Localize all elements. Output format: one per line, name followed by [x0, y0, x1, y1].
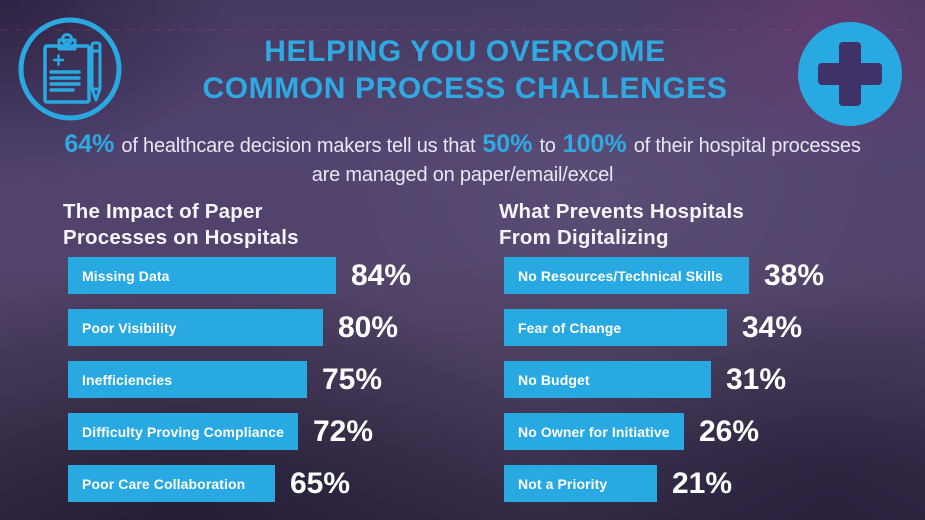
bar-label: No Resources/Technical Skills	[518, 267, 723, 284]
bar-row: Poor Care Collaboration 65%	[68, 465, 495, 502]
bar-row: No Owner for Initiative 26%	[504, 413, 925, 450]
bar: Fear of Change	[504, 309, 727, 346]
bar-label: Missing Data	[82, 267, 170, 284]
bar-label: Poor Care Collaboration	[82, 475, 246, 492]
chart-paper-impact: The Impact of Paper Processes on Hospita…	[63, 199, 495, 517]
bar: Not a Priority	[504, 465, 657, 502]
bar-label: No Owner for Initiative	[518, 423, 670, 440]
bar-row: Not a Priority 21%	[504, 465, 925, 502]
bar: Missing Data	[68, 257, 336, 294]
page-title-line2: COMMON PROCESS CHALLENGES	[202, 72, 728, 105]
bar-value: 34%	[742, 310, 803, 344]
page-title-line1: HELPING YOU OVERCOME	[264, 35, 666, 68]
bar-label: Difficulty Proving Compliance	[82, 423, 285, 440]
intro-stat-50: 50%	[482, 130, 533, 158]
bar: Difficulty Proving Compliance	[68, 413, 298, 450]
bar-value: 31%	[726, 362, 787, 396]
bar-list-left: Missing Data 84% Poor Visibility 80% Ineffic…	[63, 257, 495, 502]
intro-text-1: of healthcare decision makers tell us th…	[121, 135, 476, 157]
bar-row: No Budget 31%	[504, 361, 925, 398]
bar-value: 26%	[699, 414, 760, 448]
intro-stat-100: 100%	[562, 130, 627, 158]
intro-text-3: of their hospital processes are managed …	[311, 135, 861, 186]
bar-row: Difficulty Proving Compliance 72%	[68, 413, 495, 450]
background-seam-line	[0, 29, 925, 31]
intro-statement: 64% of healthcare decision makers tell us…	[0, 130, 925, 190]
bar-label: Poor Visibility	[82, 319, 177, 336]
bar-value: 80%	[338, 310, 399, 344]
bar: Poor Visibility	[68, 309, 323, 346]
chart-title-right: What Prevents Hospitals From Digitalizin…	[499, 199, 925, 251]
medical-cross-icon	[798, 22, 902, 126]
bar-row: No Resources/Technical Skills 38%	[504, 257, 925, 294]
chart-title-right-line1: What Prevents Hospitals	[499, 200, 744, 223]
bar-value: 84%	[351, 258, 412, 292]
bar: No Budget	[504, 361, 711, 398]
chart-title-right-line2: From Digitalizing	[499, 226, 669, 249]
bar: Inefficiencies	[68, 361, 307, 398]
bar-label: Inefficiencies	[82, 371, 173, 388]
bar: Poor Care Collaboration	[68, 465, 275, 502]
chart-title-left-line1: The Impact of Paper	[63, 200, 263, 223]
page-title: HELPING YOU OVERCOME COMMON PROCESS CHAL…	[150, 33, 780, 107]
bar-list-right: No Resources/Technical Skills 38% Fear of …	[499, 257, 925, 502]
chart-title-left-line2: Processes on Hospitals	[63, 226, 299, 249]
bar-row: Inefficiencies 75%	[68, 361, 495, 398]
clipboard-pen-icon	[16, 15, 124, 123]
intro-stat-64: 64%	[64, 130, 115, 158]
bar: No Resources/Technical Skills	[504, 257, 749, 294]
bar-label: Not a Priority	[518, 475, 608, 492]
bar-value: 38%	[764, 258, 825, 292]
bar-row: Missing Data 84%	[68, 257, 495, 294]
bar-value: 65%	[290, 466, 351, 500]
bar-row: Fear of Change 34%	[504, 309, 925, 346]
bar: No Owner for Initiative	[504, 413, 684, 450]
bar-value: 21%	[672, 466, 733, 500]
chart-digitalization-blockers: What Prevents Hospitals From Digitalizin…	[499, 199, 925, 517]
intro-text-2: to	[539, 135, 556, 157]
bar-label: No Budget	[518, 371, 590, 388]
bar-row: Poor Visibility 80%	[68, 309, 495, 346]
chart-title-left: The Impact of Paper Processes on Hospita…	[63, 199, 495, 251]
bar-value: 75%	[322, 362, 383, 396]
bar-label: Fear of Change	[518, 319, 622, 336]
bar-value: 72%	[313, 414, 374, 448]
